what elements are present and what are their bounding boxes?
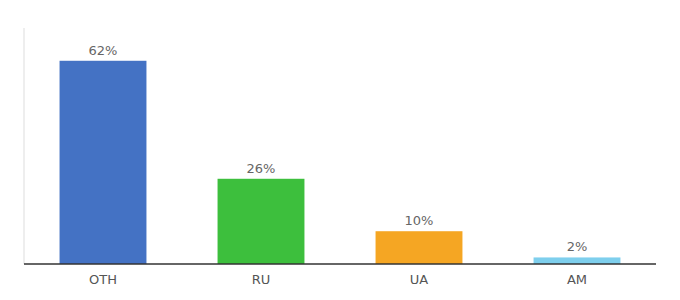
data-label: 10% [405, 213, 434, 228]
bars [60, 61, 621, 264]
chart: 62% 26% 10% 2% OTH RU UA AM [0, 0, 680, 300]
bar [60, 61, 147, 264]
x-tick-label: OTH [89, 272, 117, 287]
x-axis-line [24, 263, 656, 265]
chart-container: 62% 26% 10% 2% OTH RU UA AM [0, 0, 680, 300]
data-label: 26% [247, 161, 276, 176]
bar [218, 179, 305, 264]
x-tick-label: RU [252, 272, 271, 287]
data-label: 62% [89, 43, 118, 58]
bar [376, 231, 463, 264]
bar [534, 257, 621, 264]
y-axis-line [24, 28, 25, 264]
data-label: 2% [567, 239, 588, 254]
x-tick-label: UA [410, 272, 429, 287]
x-tick-label: AM [567, 272, 587, 287]
